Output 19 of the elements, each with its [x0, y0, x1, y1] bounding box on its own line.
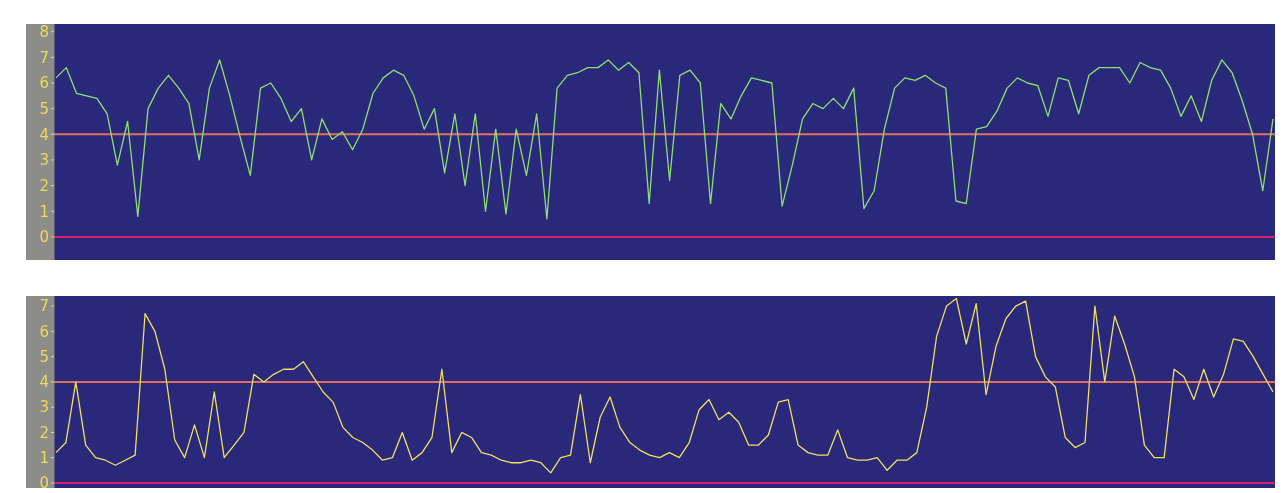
y-tick-label: 7: [39, 48, 49, 67]
y-tick-label: 2: [39, 423, 49, 442]
y-tick-label: 1: [39, 449, 49, 468]
y-tick-label: 4: [39, 373, 49, 392]
y-tick-label: 3: [39, 151, 49, 170]
y-tick-label: 5: [39, 347, 49, 366]
y-tick-label: 7: [39, 297, 49, 316]
y-tick-label: 0: [39, 474, 49, 493]
y-tick-label: 3: [39, 398, 49, 417]
y-tick-label: 1: [39, 202, 49, 221]
y-tick-label: 2: [39, 176, 49, 195]
y-tick-label: 6: [39, 74, 49, 93]
y-tick-label: 4: [39, 125, 49, 144]
y-tick-label: 8: [39, 23, 49, 42]
line-series: [55, 59, 1274, 220]
y-tick-label: 6: [39, 322, 49, 341]
y-tick-label: 0: [39, 228, 49, 247]
y-tick-label: 5: [39, 99, 49, 118]
line-series: [55, 297, 1274, 474]
